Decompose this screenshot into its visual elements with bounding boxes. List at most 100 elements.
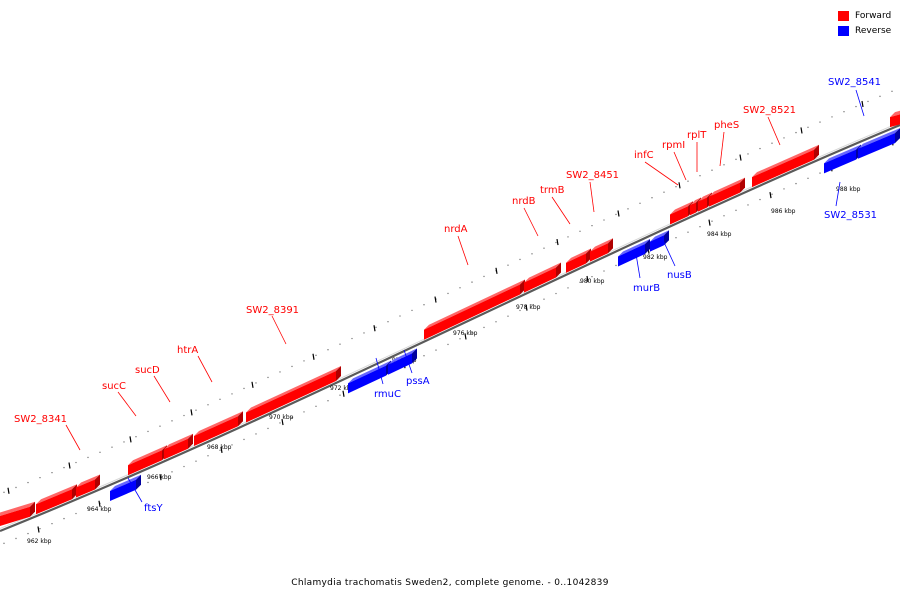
tick-mark: [373, 325, 376, 332]
gene-block-sw2-8531-top: [824, 144, 861, 164]
gene-block-sw2-8391-front: [246, 371, 336, 423]
guide-dot: [231, 393, 233, 395]
gene-label-sucd[interactable]: sucD: [135, 365, 160, 376]
gene-block-sw2-8391[interactable]: [246, 366, 341, 423]
gene-block-nrda-top: [424, 279, 525, 330]
guide-dot: [723, 164, 725, 166]
gene-label-phes[interactable]: pheS: [714, 120, 739, 131]
gene-label-murb[interactable]: murB: [633, 283, 660, 294]
gene-label-trmb[interactable]: trmB: [540, 185, 565, 196]
tick-mark: [617, 210, 620, 217]
guide-dot: [579, 230, 581, 232]
gene-block-sucd-end: [188, 433, 193, 449]
gene-block-htra[interactable]: [194, 411, 243, 447]
gene-block-sw2-8521-end: [814, 144, 819, 160]
guide-dot: [171, 471, 173, 473]
tick-mark: [159, 474, 162, 481]
gene-block-sw2-8521-front: [752, 149, 814, 188]
gene-block-murb-front: [618, 243, 645, 267]
guide-dot: [255, 382, 257, 384]
label-leader-line: [589, 181, 595, 213]
label-leader-line: [457, 235, 469, 266]
label-leader-line: [375, 357, 384, 385]
guide-dot: [711, 220, 713, 222]
gene-label-rmuc[interactable]: rmuC: [374, 389, 401, 400]
label-leader-line: [635, 253, 641, 279]
gene-label-sw2-8531[interactable]: SW2_8531: [824, 210, 877, 221]
label-leader-line: [523, 207, 539, 237]
gene-block-sw2-8451-top: [590, 238, 613, 252]
gene-label-sw2-8541[interactable]: SW2_8541: [828, 77, 881, 88]
gene-block-sw2-8341-a-front: [36, 489, 72, 515]
gene-block-nrdb[interactable]: [524, 262, 561, 293]
label-leader-line: [719, 131, 725, 167]
gene-label-nrdb[interactable]: nrdB: [512, 196, 536, 207]
gene-block-sw2-8541[interactable]: [858, 128, 900, 159]
gene-block-nusb-front: [650, 235, 664, 252]
gene-block-fwd-end[interactable]: [890, 108, 900, 128]
gene-label-succ[interactable]: sucC: [102, 381, 126, 392]
gene-block-sw2-8541-top: [858, 128, 900, 149]
tick-mark: [525, 304, 528, 311]
gene-label-rpmi[interactable]: rpmI: [662, 140, 685, 151]
guide-dot: [399, 315, 401, 317]
gene-block-sw2-8451-end: [608, 238, 613, 254]
guide-dot: [459, 287, 461, 289]
guide-dot: [147, 430, 149, 433]
gene-block-murb[interactable]: [618, 238, 650, 267]
guide-dot: [303, 411, 305, 413]
gene-label-ftsy[interactable]: ftsY: [144, 503, 163, 514]
gene-block-sw2-8521[interactable]: [752, 144, 819, 188]
gene-block-fwd-0[interactable]: [0, 501, 35, 529]
gene-block-nusb[interactable]: [650, 230, 669, 252]
guide-dot: [363, 332, 365, 334]
gene-label-infc[interactable]: infC: [634, 150, 654, 161]
guide-dot: [147, 481, 149, 484]
tick-mark: [800, 127, 803, 134]
gene-label-sw2-8341[interactable]: SW2_8341: [14, 414, 67, 425]
guide-dot: [243, 438, 245, 441]
guide-dot: [807, 126, 809, 129]
tick-mark: [739, 154, 742, 161]
gene-block-rmuc-top: [348, 360, 391, 384]
gene-block-ftsy[interactable]: [110, 474, 141, 502]
label-leader-line: [551, 196, 571, 225]
label-leader-line: [271, 315, 287, 345]
gene-block-trmb[interactable]: [566, 248, 591, 273]
tick-mark: [220, 446, 223, 454]
gene-label-htra[interactable]: htrA: [177, 345, 198, 356]
gene-label-rplt[interactable]: rplT: [687, 130, 707, 141]
gene-block-succ[interactable]: [128, 445, 167, 476]
label-leader-line: [662, 239, 676, 267]
gene-label-nrda[interactable]: nrdA: [444, 224, 468, 235]
tick-mark: [769, 192, 772, 199]
guide-dot: [471, 332, 473, 334]
guide-dot: [291, 365, 293, 368]
tick-label: 972 kbp: [330, 385, 355, 392]
gene-block-phes[interactable]: [709, 177, 745, 207]
gene-label-sw2-8391[interactable]: SW2_8391: [246, 305, 299, 316]
guide-dot: [111, 446, 113, 448]
gene-label-nusb[interactable]: nusB: [667, 270, 692, 281]
gene-block-sucd[interactable]: [164, 433, 193, 460]
tick-mark: [495, 267, 498, 274]
gene-label-pssa[interactable]: pssA: [406, 376, 430, 387]
guide-dot: [243, 387, 245, 390]
gene-block-sw2-8451[interactable]: [590, 238, 613, 262]
gene-block-trmb-end: [586, 248, 591, 264]
gene-block-succ-front: [128, 450, 162, 476]
gene-block-sw2-8341-top: [76, 474, 100, 488]
gene-block-sw2-8341[interactable]: [76, 474, 100, 498]
guide-dot: [783, 188, 785, 190]
map-caption: Chlamydia trachomatis Sweden2, complete …: [291, 578, 609, 588]
gene-block-nrda[interactable]: [424, 279, 525, 340]
tick-mark: [342, 390, 345, 397]
guide-dot: [87, 456, 89, 459]
gene-block-sw2-8451-front: [590, 243, 608, 262]
gene-block-sw2-8341-a[interactable]: [36, 484, 77, 515]
label-leader-line: [855, 89, 865, 117]
gene-label-sw2-8521[interactable]: SW2_8521: [743, 105, 796, 116]
gene-label-sw2-8451[interactable]: SW2_8451: [566, 170, 619, 181]
gene-block-pssa[interactable]: [388, 348, 417, 375]
